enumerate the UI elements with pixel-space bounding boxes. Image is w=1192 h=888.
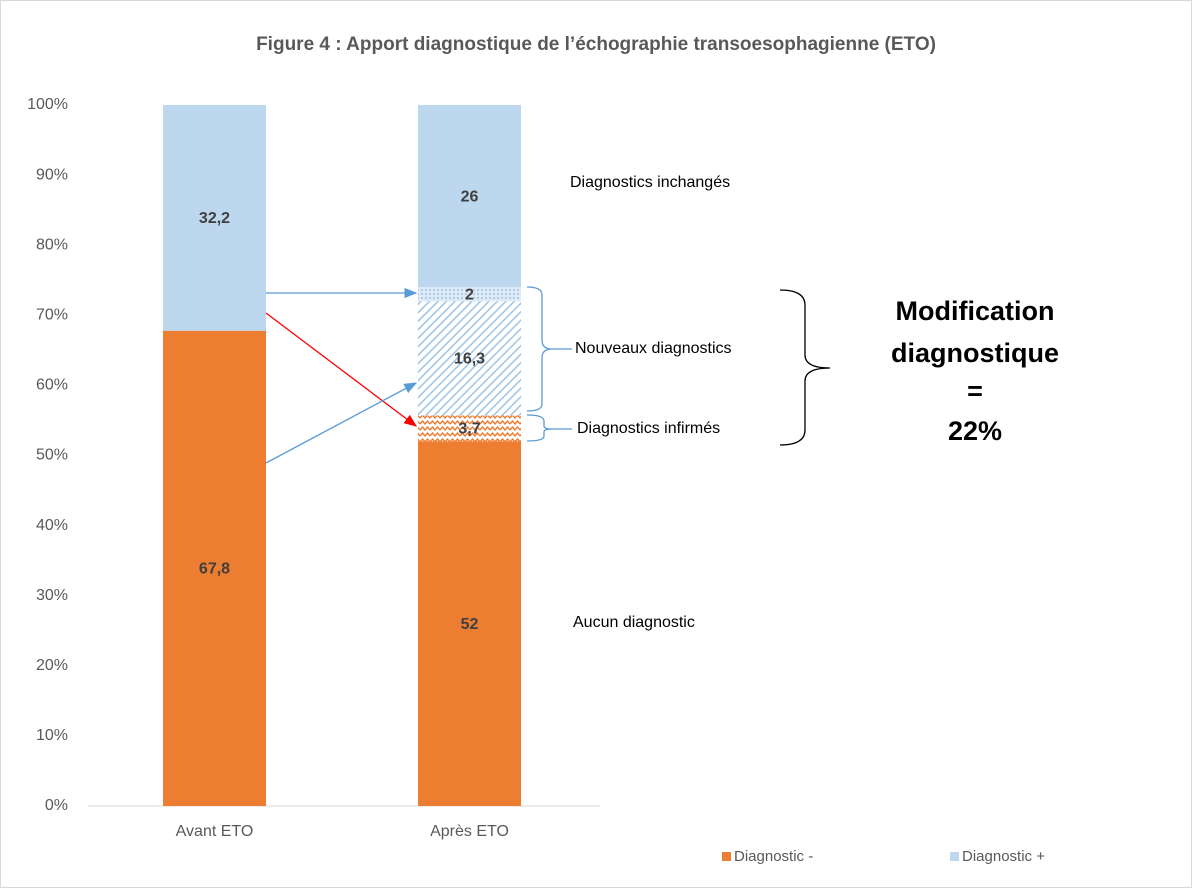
y-tick-label: 10% xyxy=(36,727,68,744)
legend-swatch xyxy=(722,852,731,861)
value-label: 32,2 xyxy=(199,210,230,227)
bar-segment xyxy=(163,330,266,806)
bar-segment xyxy=(163,105,266,331)
value-label: 67,8 xyxy=(199,561,230,578)
y-tick-label: 30% xyxy=(36,587,68,604)
value-label: 2 xyxy=(465,286,474,303)
legend-swatch xyxy=(950,852,959,861)
y-tick-label: 20% xyxy=(36,657,68,674)
x-tick-label: Après ETO xyxy=(430,823,509,840)
y-tick-label: 0% xyxy=(45,797,68,814)
value-label: 16,3 xyxy=(454,351,485,368)
value-label: 52 xyxy=(461,616,479,633)
annotation: Diagnostics inchangés xyxy=(570,174,730,191)
arrow xyxy=(265,312,418,427)
y-tick-label: 100% xyxy=(27,96,68,113)
legend-label: Diagnostic - xyxy=(734,848,813,865)
bar-segment xyxy=(418,415,521,442)
arrow xyxy=(265,382,418,464)
annotation: Diagnostics infirmés xyxy=(577,420,720,437)
annotation: Nouveaux diagnostics xyxy=(575,340,732,357)
summary: Modification xyxy=(896,296,1055,326)
arrows xyxy=(265,287,418,464)
bracket xyxy=(526,414,572,442)
brackets xyxy=(526,286,831,446)
plot: 0% 10% 20% 30% 40% 50% 60% 70% 80% 90% 100% Avant E… xyxy=(27,96,1045,865)
y-tick-label: 90% xyxy=(36,166,68,183)
y-tick-label: 60% xyxy=(36,377,68,394)
bracket xyxy=(526,286,572,412)
summary: 22% xyxy=(948,416,1002,446)
y-tick-label: 80% xyxy=(36,236,68,253)
summary: = xyxy=(967,376,983,406)
legend-label: Diagnostic + xyxy=(962,848,1045,865)
summary: diagnostique xyxy=(891,338,1059,368)
value-label: 3,7 xyxy=(458,421,480,438)
value-label: 26 xyxy=(461,188,479,205)
x-tick-label: Avant ETO xyxy=(176,823,254,840)
bar-segment xyxy=(418,105,521,288)
chart-title: Figure 4 : Apport diagnostique de l’écho… xyxy=(256,34,936,55)
bar-segment xyxy=(418,441,521,806)
bracket xyxy=(779,289,831,446)
y-tick-label: 70% xyxy=(36,307,68,324)
y-tick-label: 40% xyxy=(36,517,68,534)
bar-segment xyxy=(418,287,521,302)
annotation: Aucun diagnostic xyxy=(573,614,695,631)
bar-segment xyxy=(418,301,521,416)
y-tick-label: 50% xyxy=(36,447,68,464)
